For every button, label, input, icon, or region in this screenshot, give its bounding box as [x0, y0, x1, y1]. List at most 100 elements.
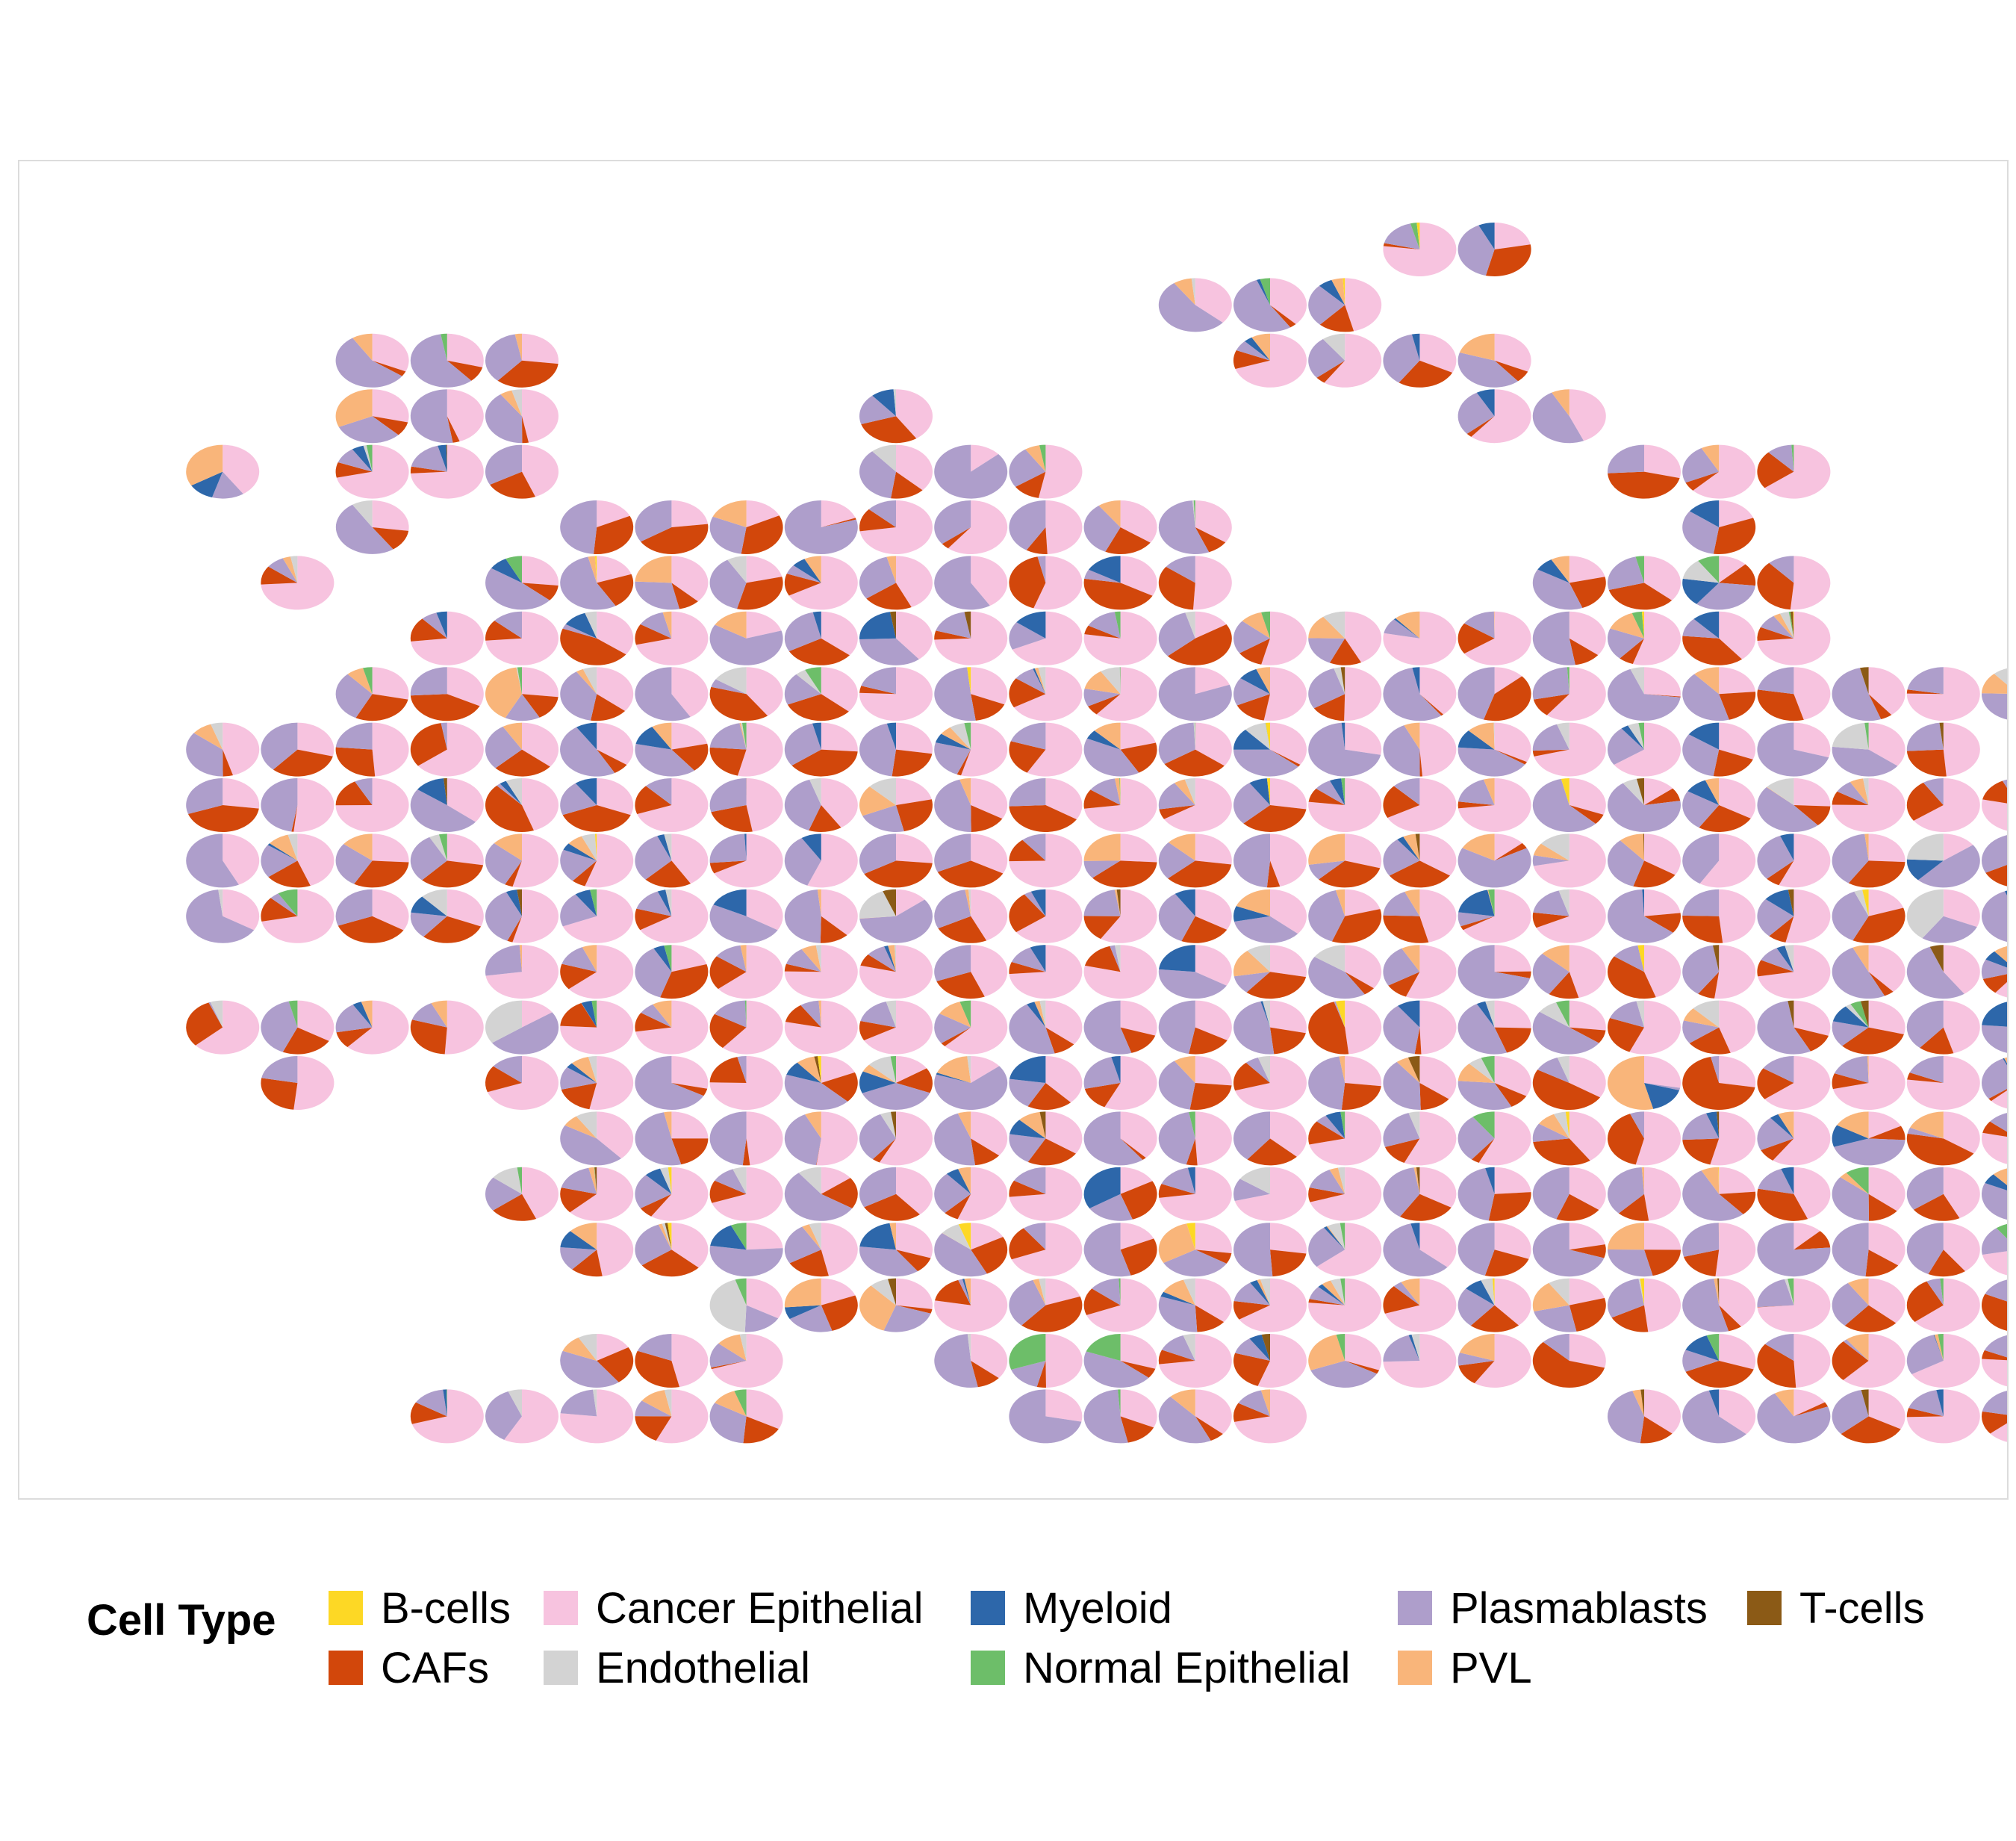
pie-spot — [1457, 778, 1531, 832]
pie-slice-endothelial — [741, 722, 747, 750]
pie-slice-myeloid — [1410, 1223, 1420, 1250]
pie-slice-cancer-epithelial — [746, 1223, 783, 1250]
pie-slice-myeloid — [657, 834, 672, 861]
pie-slice-cancer-epithelial — [1345, 611, 1382, 663]
pie-slice-plasmablasts — [355, 778, 373, 805]
pie-spot — [859, 889, 933, 943]
pie-slice-cancer-epithelial — [1569, 945, 1606, 998]
pie-slice-cancer-epithelial — [821, 1167, 850, 1194]
pie-slice-cafs — [1793, 1402, 1829, 1417]
pie-spot — [335, 889, 409, 943]
pie-slice-myeloid — [1009, 1056, 1046, 1083]
pie-spot — [859, 1167, 933, 1221]
pie-slice-cafs — [1532, 912, 1569, 928]
pie-slice-cancer-epithelial — [896, 611, 933, 659]
pie-slice-normal-epithelial — [1996, 1223, 2007, 1239]
pie-slice-b-cells — [668, 1223, 672, 1250]
pie-slice-cafs — [1494, 971, 1531, 978]
pie-slice-cancer-epithelial — [651, 1167, 709, 1221]
pie-slice-plasmablasts — [1393, 778, 1420, 805]
pie-slice-myeloid — [436, 611, 447, 639]
pie-slice-pvl — [658, 1223, 672, 1250]
pie-slice-cancer-epithelial — [746, 667, 783, 716]
pie-slice-cafs — [1009, 678, 1046, 708]
pie-slice-myeloid — [1397, 836, 1420, 861]
pie-slice-plasmablasts — [335, 1005, 373, 1033]
pie-slice-plasmablasts — [441, 722, 447, 750]
pie-slice-cafs — [1868, 1193, 1897, 1221]
pie-slice-pvl — [1774, 1389, 1794, 1417]
pie-slice-plasmablasts — [335, 504, 393, 554]
pie-slice-endothelial — [352, 500, 373, 527]
pie-slice-cafs — [1168, 860, 1232, 888]
pie-slice-plasmablasts — [410, 789, 476, 833]
pie-slice-cancer-epithelial — [671, 667, 709, 718]
pie-spot — [1608, 1389, 1681, 1444]
pie-slice-plasmablasts — [485, 726, 522, 769]
pie-slice-plasmablasts — [1982, 835, 2007, 873]
pie-slice-cancer-epithelial — [1868, 1389, 1905, 1429]
pie-slice-endothelial — [895, 945, 896, 972]
pie-slice-cafs — [1419, 1083, 1449, 1110]
pie-spot — [1682, 1278, 1756, 1332]
pie-slice-plasmablasts — [335, 722, 373, 750]
pie-slice-cafs — [896, 1249, 931, 1272]
pie-slice-cancer-epithelial — [971, 1223, 1004, 1250]
pie-slice-pvl — [958, 1167, 971, 1194]
pie-slice-endothelial — [1906, 833, 1944, 861]
pie-slice-cafs — [1494, 842, 1527, 861]
pie-slice-endothelial — [508, 1389, 522, 1417]
pie-slice-pvl — [1840, 1173, 1869, 1194]
pie-slice-cafs — [423, 916, 482, 943]
pie-spot — [1532, 945, 1606, 999]
pie-slice-myeloid — [1832, 1006, 1869, 1028]
pie-slice-cancer-epithelial — [934, 1278, 1008, 1332]
pie-slice-cancer-epithelial — [1569, 1000, 1606, 1031]
pie-slice-cancer-epithelial — [293, 1056, 335, 1110]
pie-slice-cancer-epithelial — [1911, 1334, 1980, 1388]
legend-swatch-cafs — [329, 1651, 363, 1685]
pie-slice-cafs — [1009, 556, 1046, 609]
pie-slice-cafs — [1719, 564, 1756, 586]
pie-slice-myeloid — [935, 733, 971, 750]
pie-spot — [1532, 1167, 1606, 1221]
pie-slice-pvl — [817, 889, 821, 916]
pie-slice-plasmablasts — [1682, 833, 1720, 884]
pie-slice-plasmablasts — [1532, 569, 1583, 610]
pie-slice-myeloid — [1319, 279, 1345, 305]
pie-spot — [1906, 1056, 1980, 1110]
pie-slice-cafs — [741, 515, 783, 554]
pie-slice-pvl — [662, 611, 672, 639]
pie-spot — [1158, 1223, 1232, 1277]
pie-slice-pvl — [862, 1064, 896, 1083]
pie-slice-cancer-epithelial — [821, 611, 858, 656]
pie-slice-cafs — [1383, 786, 1420, 819]
pie-slice-plasmablasts — [1009, 622, 1046, 650]
pie-slice-myeloid — [1159, 945, 1195, 972]
pie-slice-plasmablasts — [635, 1175, 672, 1208]
pie-slice-cafs — [1685, 1361, 1754, 1388]
pie-slice-plasmablasts — [1917, 845, 1980, 888]
pie-spot — [1158, 667, 1232, 721]
pie-slice-cancer-epithelial — [1982, 799, 2007, 831]
pie-slice-cancer-epithelial — [1793, 1167, 1831, 1220]
pie-slice-cancer-epithelial — [746, 611, 782, 639]
pie-slice-cafs — [1757, 1305, 1794, 1308]
pie-slice-cafs — [1868, 694, 1892, 720]
pie-spot — [1532, 778, 1606, 833]
pie-slice-endothelial — [1314, 945, 1345, 972]
pie-spot — [410, 778, 484, 833]
pie-slice-cafs — [1471, 1138, 1495, 1163]
pie-spot — [1308, 1334, 1382, 1388]
pie-slice-cancer-epithelial — [1120, 1223, 1154, 1250]
pie-slice-cafs — [187, 805, 259, 833]
pie-slice-plasmablasts — [1233, 1179, 1270, 1202]
pie-slice-pvl — [1714, 1278, 1720, 1306]
pie-slice-b-cells — [1343, 278, 1345, 305]
pie-slice-cafs — [1009, 805, 1077, 833]
pie-spot — [1982, 890, 2007, 943]
pie-slice-plasmablasts — [1158, 1000, 1195, 1055]
pie-slice-cancer-epithelial — [1345, 1334, 1382, 1370]
pie-spot — [1383, 1167, 1457, 1221]
pie-slice-myeloid — [635, 727, 672, 750]
